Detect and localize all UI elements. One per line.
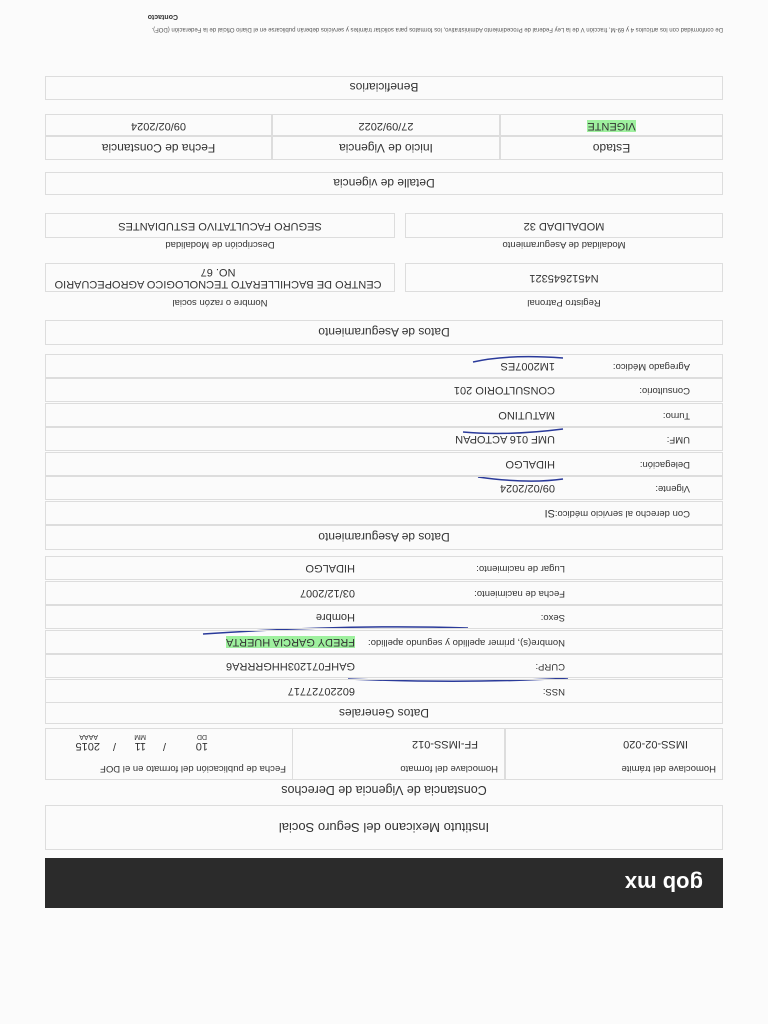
field-label: Fecha de nacimiento: <box>474 588 565 599</box>
field-label: Delegación: <box>639 459 690 470</box>
field-value: FREDY GARCIA HUERTA <box>226 636 355 648</box>
field-value: HIDALGO <box>505 458 555 470</box>
row-box <box>45 452 723 476</box>
row-box <box>45 378 723 403</box>
field-value: MATUTINO <box>498 409 555 421</box>
row-box <box>45 581 723 605</box>
row-box <box>45 654 723 679</box>
row-box <box>45 427 723 452</box>
field-label: Sexo: <box>540 612 565 624</box>
row-box <box>45 403 723 427</box>
pen-underline <box>347 677 569 683</box>
field-value: 60220727717 <box>287 685 355 697</box>
field-value: 1M2007ES <box>500 360 555 372</box>
row-box <box>45 556 723 581</box>
cell-text: VIGENTE <box>587 120 636 132</box>
field-value: 09/02/2024 <box>499 482 555 495</box>
field-label: Nombre(s), primer apellido y segundo ape… <box>368 637 565 648</box>
field-value: CONSULTORIO 201 <box>453 384 555 397</box>
pen-underline <box>202 626 469 635</box>
header-cell: Estado <box>592 141 631 155</box>
cell-value: VIGENTE <box>500 120 723 132</box>
field-value: HIDALGO <box>305 562 355 575</box>
pen-underline <box>462 428 564 435</box>
field-value: Hombre <box>315 611 355 624</box>
cell-text: 09/02/2024 <box>130 120 187 132</box>
field-label: UMF: <box>666 434 690 446</box>
field-label: Consultorio: <box>639 385 690 397</box>
field-value: GAHF071203HHGRRRA6 <box>226 660 355 673</box>
header-cell: Inicio de Vigencia <box>339 141 433 155</box>
header-cell: Fecha de Constancia <box>101 141 216 155</box>
pen-underline <box>477 476 564 482</box>
field-value: UMF 016 ACTOPAN <box>455 433 555 446</box>
cell-value: 09/02/2024 <box>45 120 272 132</box>
field-label: CURP: <box>535 661 565 673</box>
field-label: Con derecho al servicio médico: <box>554 508 690 519</box>
field-value: 03/12/2007 <box>299 587 355 599</box>
pen-underline <box>472 355 564 363</box>
field-label: Vigente: <box>655 483 690 495</box>
cell-text: 27/09/2022 <box>358 120 414 132</box>
field-label: Lugar de nacimiento: <box>476 563 565 575</box>
row-box <box>45 476 723 501</box>
field-value: SI <box>544 507 555 519</box>
field-label: NSS: <box>542 686 565 697</box>
field-label: Turno: <box>662 410 690 421</box>
cell-value: 27/09/2022 <box>272 120 500 132</box>
row-box <box>45 605 723 630</box>
field-label: Agregado Médico: <box>612 361 690 372</box>
row-box <box>45 679 723 703</box>
